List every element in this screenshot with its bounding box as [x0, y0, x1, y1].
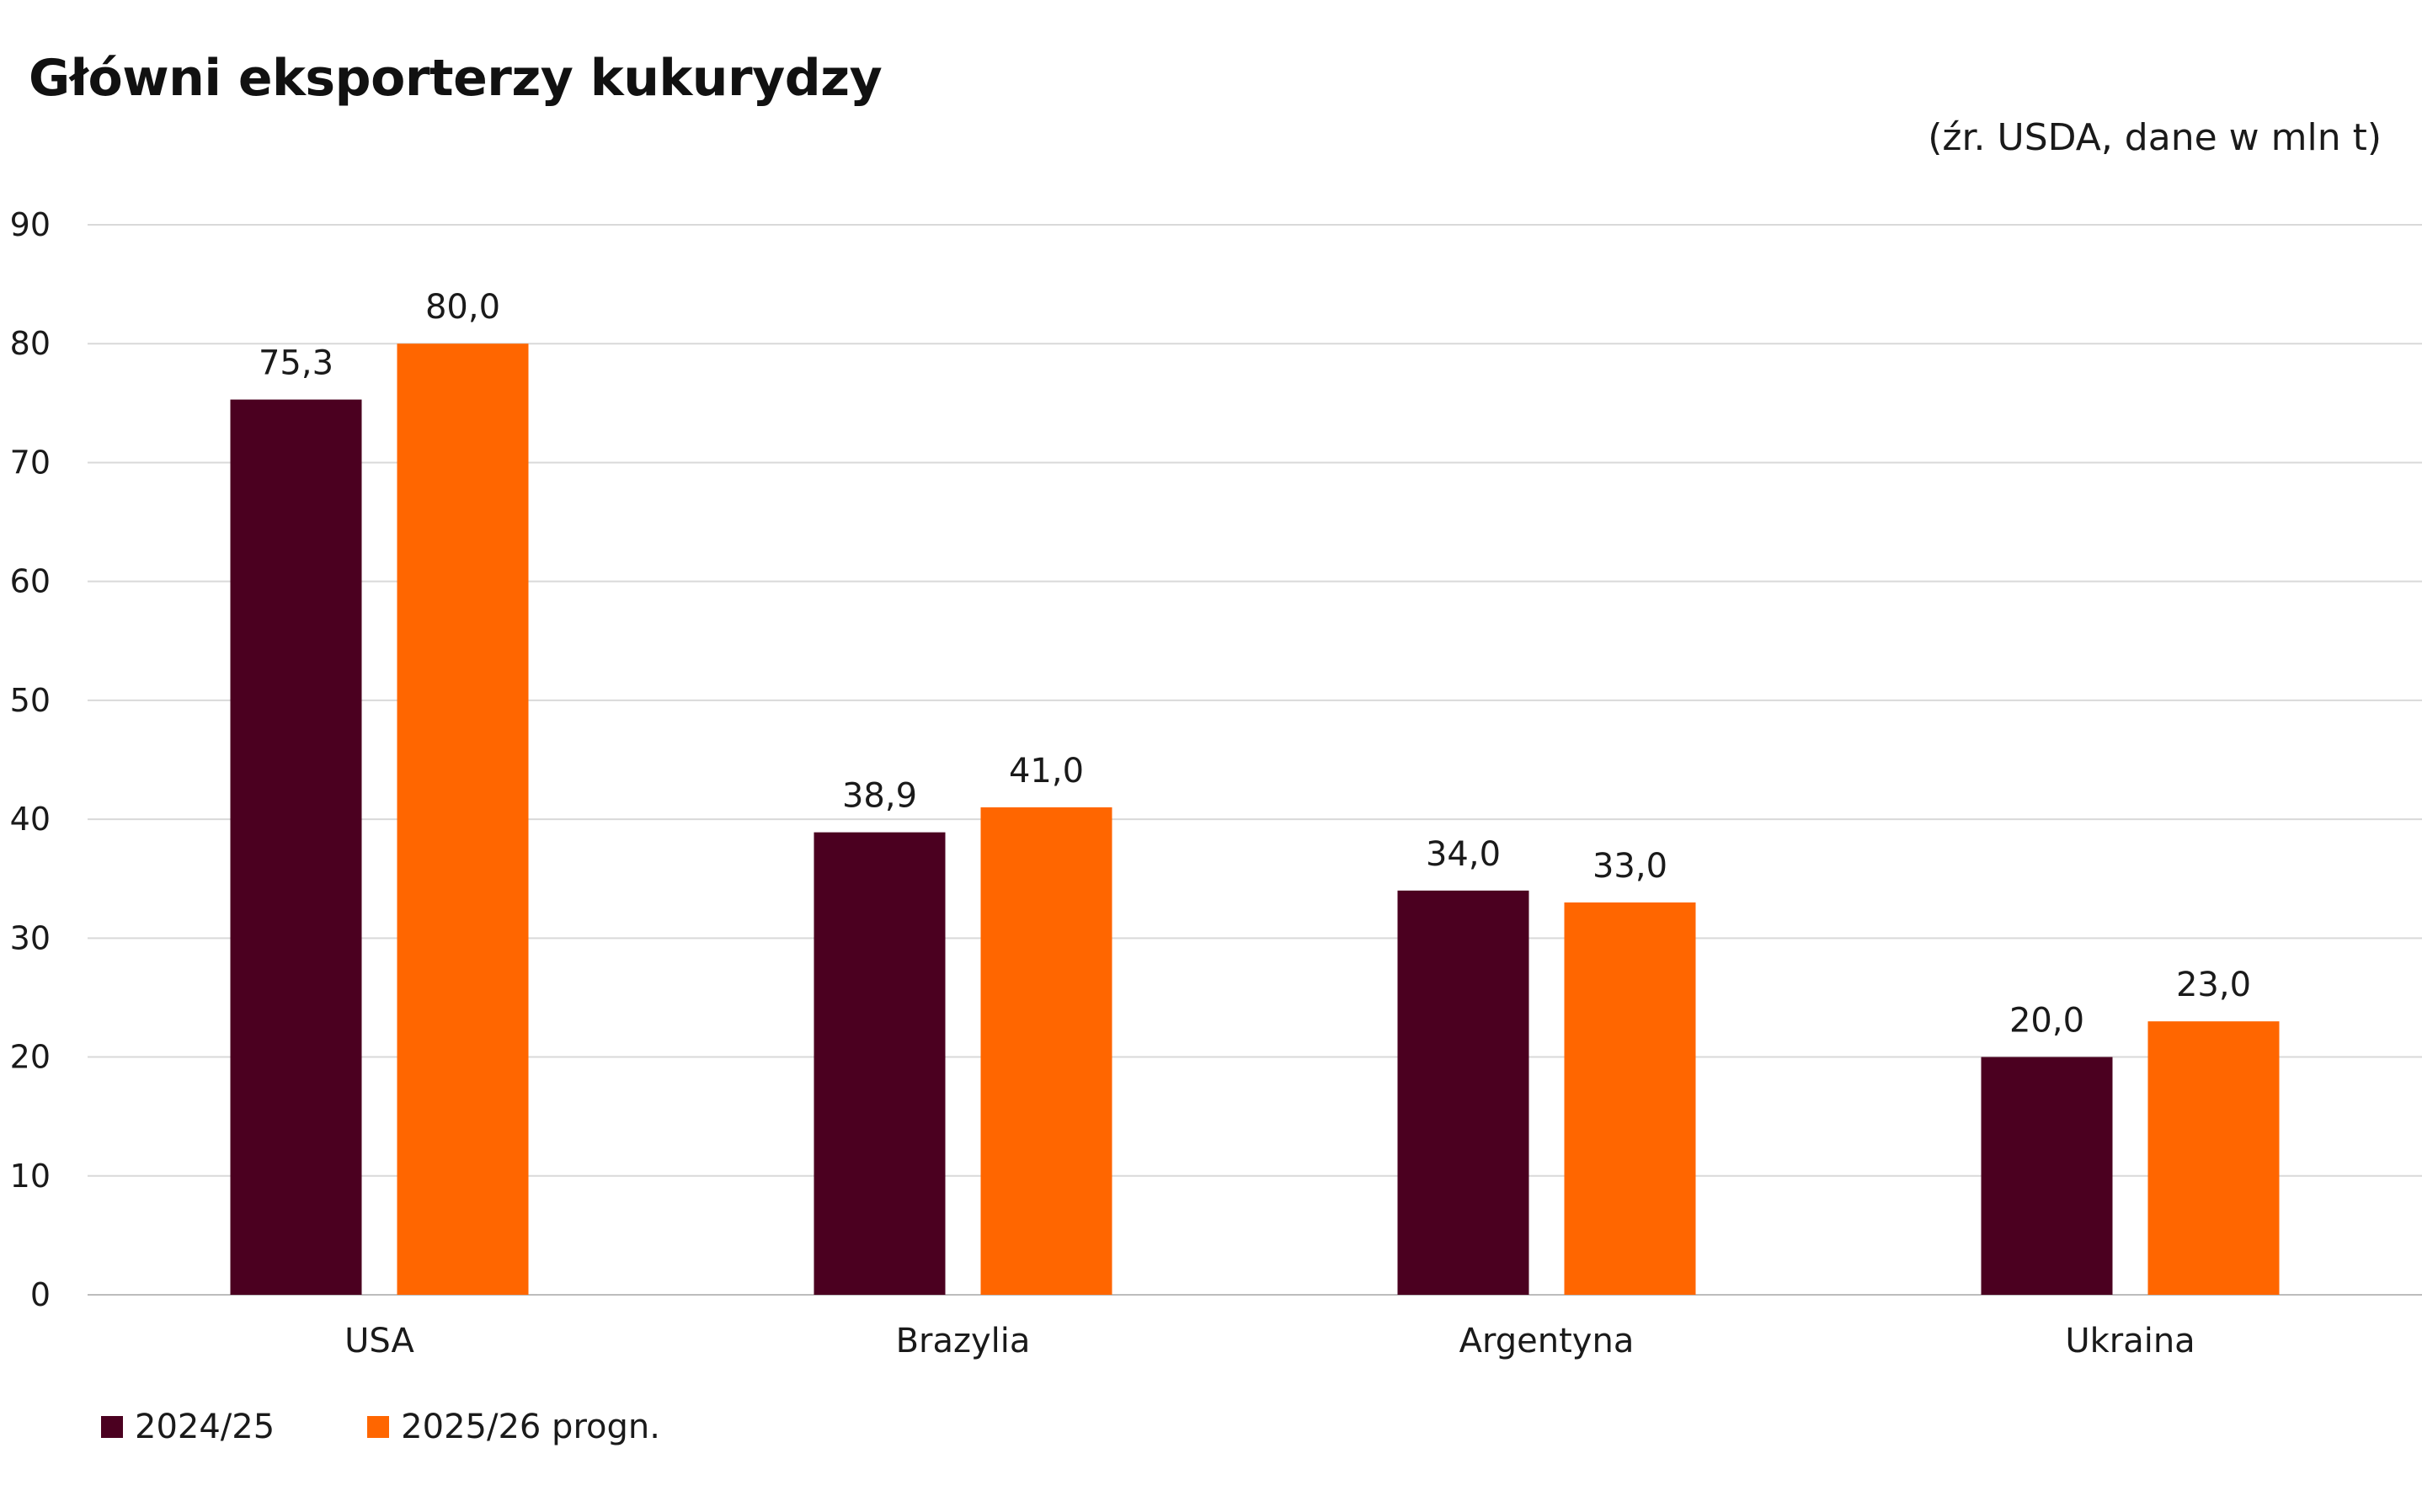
category-label: USA — [344, 1322, 414, 1360]
legend-swatch — [367, 1416, 390, 1438]
bars — [230, 343, 2280, 1296]
bar — [2147, 1021, 2280, 1295]
legend-item: 2024/25 — [101, 1408, 275, 1446]
bar — [1397, 890, 1529, 1295]
legend-swatch — [101, 1416, 123, 1438]
y-tick-label: 90 — [10, 206, 51, 243]
y-tick-label: 40 — [10, 801, 51, 838]
data-label: 34,0 — [1426, 835, 1501, 874]
bar — [980, 807, 1112, 1295]
bar — [230, 399, 362, 1295]
chart-title: Główni eksporterzy kukurydzy — [29, 49, 883, 108]
data-labels: 75,3 80,0 38,9 41,0 34,0 33,0 20,0 23,0 — [259, 288, 2251, 1040]
data-label: 33,0 — [1592, 847, 1667, 886]
bar — [814, 832, 946, 1295]
x-axis: USA Brazylia Argentyna Ukraina — [344, 1322, 2195, 1360]
legend-item: 2025/26 progn. — [367, 1408, 660, 1446]
bar — [1981, 1057, 2113, 1295]
bar — [1564, 902, 1696, 1295]
y-tick-label: 70 — [10, 444, 51, 481]
y-axis: 0 10 20 30 40 50 60 70 80 90 — [10, 206, 51, 1313]
y-tick-label: 60 — [10, 563, 51, 600]
y-tick-label: 30 — [10, 919, 51, 956]
legend-label: 2024/25 — [135, 1408, 275, 1446]
legend-label: 2025/26 progn. — [401, 1408, 660, 1446]
legend: 2024/25 2025/26 progn. — [101, 1408, 660, 1446]
bar — [397, 343, 529, 1296]
y-tick-label: 20 — [10, 1039, 51, 1076]
data-label: 20,0 — [2009, 1002, 2084, 1041]
data-label: 75,3 — [259, 344, 333, 383]
data-label: 38,9 — [842, 777, 917, 816]
data-label: 23,0 — [2176, 966, 2251, 1004]
chart-subtitle: (źr. USDA, dane w mln t) — [1928, 116, 2382, 159]
y-tick-label: 0 — [30, 1276, 51, 1313]
y-tick-label: 50 — [10, 682, 51, 719]
category-label: Brazylia — [896, 1322, 1031, 1360]
category-label: Ukraina — [2065, 1322, 2195, 1360]
category-label: Argentyna — [1459, 1322, 1635, 1360]
y-tick-label: 80 — [10, 325, 51, 362]
y-tick-label: 10 — [10, 1158, 51, 1195]
data-label: 41,0 — [1009, 752, 1084, 791]
data-label: 80,0 — [425, 288, 500, 327]
